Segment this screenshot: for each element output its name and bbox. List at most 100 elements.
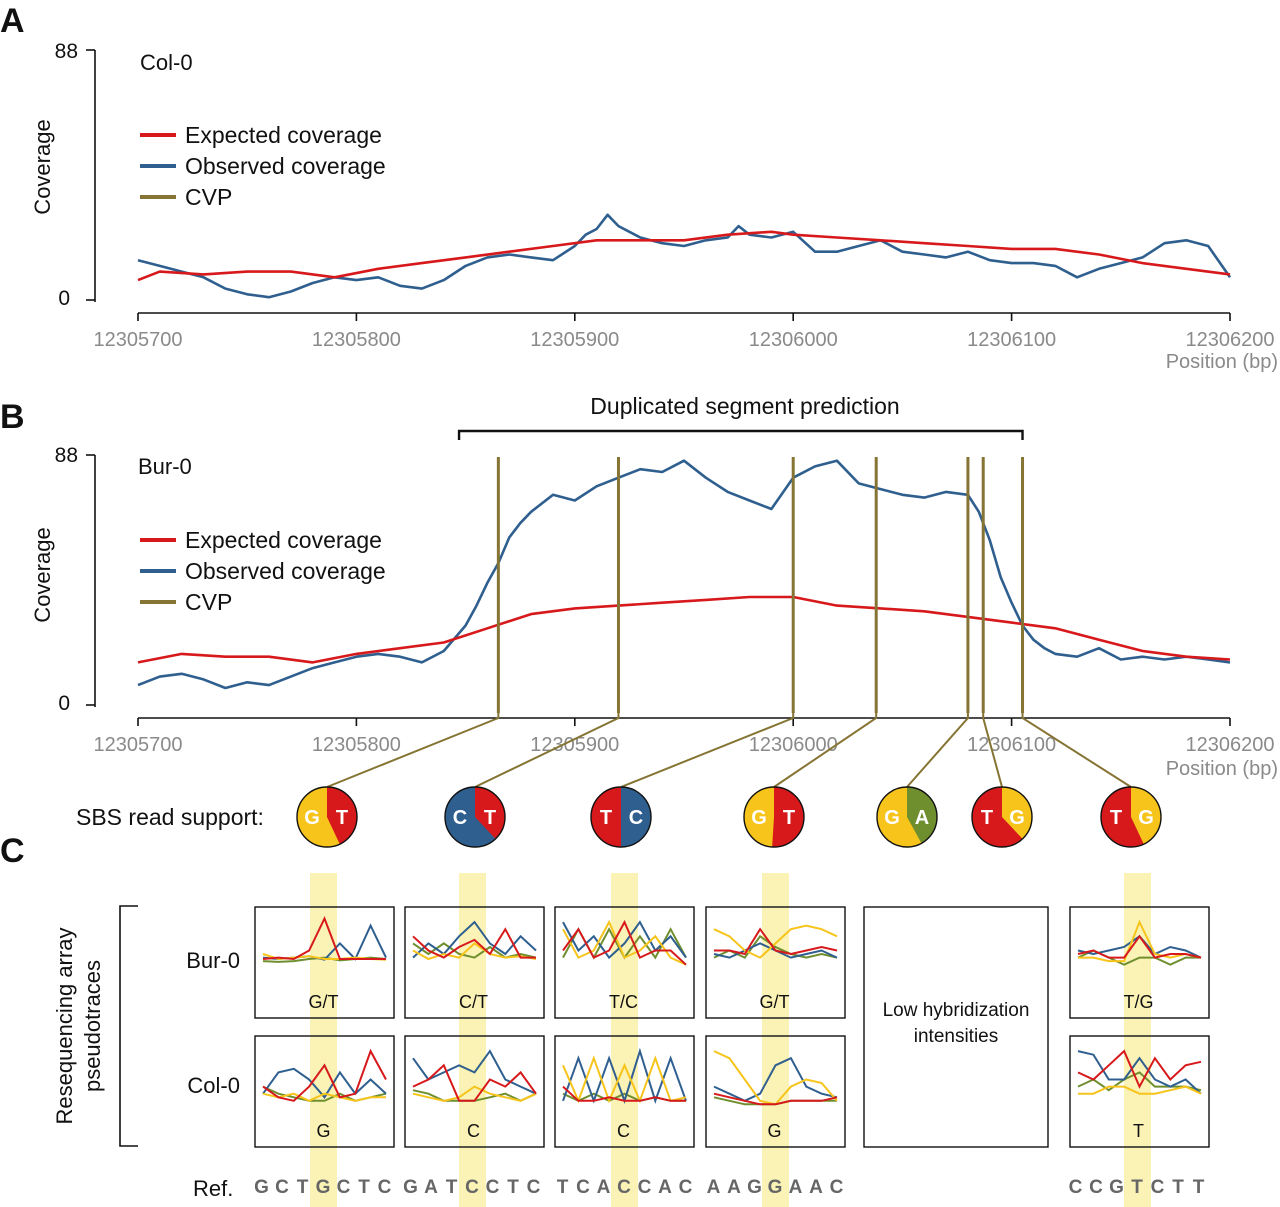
ref-base-4-6: T: [1193, 1177, 1205, 1198]
x-tick-label-a-0: 12305700: [94, 329, 183, 351]
legend-label-expected-a: Expected coverage: [185, 122, 382, 148]
ref-base-0-5: T: [358, 1177, 370, 1198]
ref-base-4-4: C: [1151, 1177, 1165, 1198]
ref-base-0-3: G: [316, 1177, 331, 1198]
sbs-read-support-label: SBS read support:: [76, 804, 264, 830]
ref-base-4-2: G: [1109, 1177, 1124, 1198]
cvp-pie-connectors: [326, 713, 1132, 788]
pie-outline-5: [971, 786, 1033, 848]
pie-slice-4-G: [876, 787, 922, 847]
pie-outline-1: [444, 786, 506, 848]
series-a: [137, 213, 1232, 299]
pie-label-left-1: C: [453, 807, 467, 829]
x-tick-label-b-4: 12306100: [967, 734, 1056, 756]
trace-box-frame-3-0: [705, 906, 846, 1019]
highlight-columns: [310, 873, 1151, 1207]
ref-base-0-0: G: [254, 1177, 269, 1198]
trace-G-1-1: [412, 1085, 537, 1102]
x-tick-label-a-1: 12305800: [312, 329, 401, 351]
ref-base-1-0: G: [403, 1177, 418, 1198]
trace-box-bur-0: G/T: [254, 906, 395, 1019]
base-call-col-0: G: [316, 1121, 330, 1141]
trace-box-col-2: C: [554, 1035, 695, 1148]
base-call-col-4: T: [1133, 1121, 1144, 1141]
trace-box-frame-4-0: [1069, 906, 1210, 1019]
cvp-connector-0: [326, 713, 500, 788]
ref-base-4-0: C: [1069, 1177, 1083, 1198]
trace-box-frame-0-0: [254, 906, 395, 1019]
series-line-expected-a: [137, 230, 1231, 282]
trace-G-1-0: [412, 942, 537, 961]
trace-A-1-0: [412, 942, 537, 959]
pie-label-right-5: G: [1009, 807, 1025, 829]
ref-base-0-1: C: [275, 1177, 289, 1198]
trace-C-1-1: [412, 1049, 537, 1095]
trace-G-2-1: [562, 1055, 687, 1104]
highlight-column-2: [611, 873, 638, 1207]
trace-T-4-1: [1077, 1049, 1202, 1089]
base-call-bur-2: T/C: [609, 992, 638, 1012]
trace-box-frame-2-1: [554, 1035, 695, 1148]
trace-box-frame-3-1: [705, 1035, 846, 1148]
trace-T-3-1: [713, 1092, 838, 1106]
base-call-bur-4: T/G: [1124, 992, 1154, 1012]
y-tick-max-a: 88: [55, 40, 78, 63]
x-axis-label-b: Position (bp): [1166, 758, 1278, 780]
x-tick-label-b-2: 12305900: [530, 734, 619, 756]
ref-label: Ref.: [193, 1176, 233, 1201]
trace-box-frame-4-1: [1069, 1035, 1210, 1148]
pie-outline-3: [743, 786, 805, 848]
x-tick-label-b-5: 12306200: [1186, 734, 1275, 756]
y-tick-zero-b: 0: [58, 692, 70, 715]
duplicated-segment-bracket: [457, 429, 1024, 440]
resequencing-label-line2: pseudotraces: [80, 960, 105, 1092]
ref-base-4-1: C: [1089, 1177, 1103, 1198]
pie-outline-0: [296, 786, 358, 848]
bracket-line: [457, 429, 1024, 440]
y-axis-label-a: Coverage: [30, 119, 55, 214]
pie-outline-2: [590, 786, 652, 848]
trace-box-bur-3: G/T: [705, 906, 846, 1019]
pie-outline-4: [876, 786, 938, 848]
highlight-column-4: [1124, 873, 1151, 1207]
trace-box-col-4: T: [1069, 1035, 1210, 1148]
highlight-column-3: [762, 873, 789, 1207]
trace-T-0-0: [262, 915, 386, 961]
y-tick-max-b: 88: [55, 444, 78, 467]
trace-box-col-0: G: [254, 1035, 395, 1148]
series-b: [137, 459, 1231, 690]
pie-slice-1-C: [444, 787, 496, 848]
panel-letter-a: A: [0, 2, 25, 40]
ref-base-0-6: C: [378, 1177, 392, 1198]
legend-label-cvp-a: CVP: [185, 184, 232, 210]
trace-G-0-1: [262, 1092, 386, 1102]
row-label-bur: Bur-0: [186, 948, 240, 973]
pie-label-right-3: T: [783, 807, 795, 829]
ref-base-1-2: T: [446, 1177, 458, 1198]
pseudotrace-boxes: G/T G C/T C T/C C G/T G T/G T: [254, 906, 1210, 1148]
base-call-bur-1: C/T: [459, 992, 488, 1012]
x-ticks-a: 12305700 12305800 12305900 12306000 12306100…: [94, 312, 1274, 351]
resequencing-label-line1: Resequencing array: [52, 928, 77, 1125]
ref-base-2-5: A: [658, 1177, 672, 1198]
trace-T-3-0: [714, 927, 838, 956]
ref-base-1-5: T: [507, 1177, 519, 1198]
pie-label-left-5: T: [981, 807, 993, 829]
pie-label-right-4: A: [915, 807, 929, 829]
pie-label-left-2: T: [600, 807, 612, 829]
base-call-col-1: C: [467, 1121, 480, 1141]
ref-base-1-3: C: [465, 1177, 479, 1198]
ref-base-3-5: A: [809, 1177, 823, 1198]
highlight-column-0: [310, 873, 337, 1207]
pie-slice-3-G: [744, 787, 774, 847]
x-ticks-b: 12305700 12305800 12305900 12306000 12306100…: [94, 717, 1275, 756]
base-call-bur-3: G/T: [760, 992, 790, 1012]
sample-label-b: Bur-0: [138, 454, 192, 479]
